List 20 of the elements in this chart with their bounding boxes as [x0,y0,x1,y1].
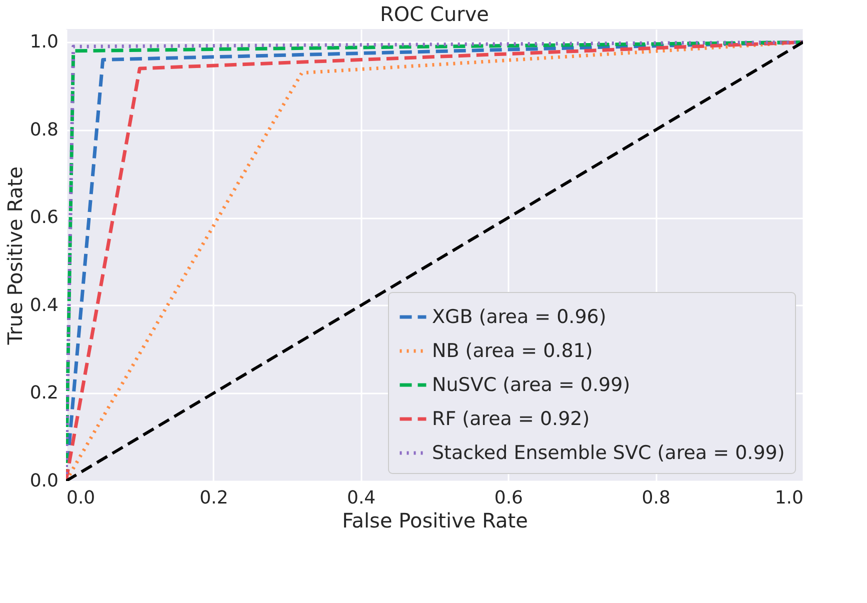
legend-label: XGB (area = 0.96) [432,306,606,328]
x-tick-label: 0.2 [200,488,228,508]
x-tick-label: 1.0 [774,488,804,508]
x-axis-title: False Positive Rate [342,508,528,532]
x-tick-label: 0.4 [346,488,376,508]
legend-label: RF (area = 0.92) [432,408,590,430]
x-tick-label: 0.0 [66,488,96,508]
y-tick-label: 0.2 [30,382,58,404]
x-tick-label: 0.8 [642,488,670,508]
y-tick-label: 0.4 [30,294,58,316]
y-tick-label: 1.0 [30,32,58,53]
legend-label: Stacked Ensemble SVC (area = 0.99) [432,442,785,464]
y-tick-label: 0.0 [30,470,58,492]
legend-label: NuSVC (area = 0.99) [432,374,630,396]
chart-title: ROC Curve [380,2,489,26]
y-axis-title: True Positive Rate [2,166,27,346]
legend-label: NB (area = 0.81) [432,340,593,362]
y-tick-label: 0.6 [30,207,58,228]
y-tick-label: 0.8 [30,119,58,140]
x-tick-label: 0.6 [494,488,524,508]
